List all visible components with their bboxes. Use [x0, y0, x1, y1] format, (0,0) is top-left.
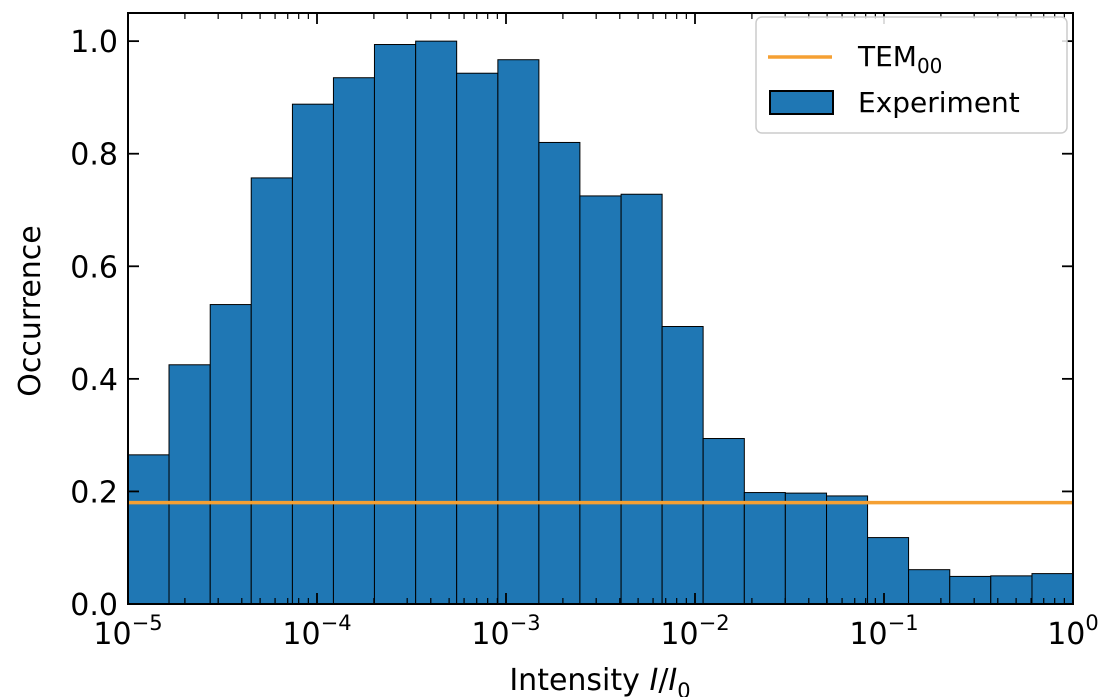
histogram-bar	[332, 77, 375, 605]
legend-tem00-sub: 00	[917, 54, 942, 78]
histogram-bar	[867, 537, 910, 605]
histogram-bar	[908, 569, 951, 605]
x-axis-label-var2: I	[668, 663, 677, 697]
x-tick-labels: 10−5 10−4 10−3 10−2 10−1 100	[93, 611, 1098, 652]
x-axis-label-sub: 0	[677, 679, 690, 697]
histogram-bar	[538, 141, 581, 605]
histogram-bar	[743, 492, 786, 605]
x-tick-base: 10	[282, 617, 320, 652]
x-tick-exponent: −5	[132, 611, 163, 635]
histogram-bar	[1031, 573, 1074, 605]
histogram-bar	[415, 40, 458, 605]
legend-experiment-label: Experiment	[858, 86, 1020, 119]
histogram-bar	[661, 326, 704, 605]
x-tick-exponent: −3	[510, 611, 541, 635]
histogram-bar	[250, 177, 293, 605]
x-tick-base: 10	[849, 617, 887, 652]
x-tick-exponent: −4	[321, 611, 352, 635]
histogram-bar	[826, 495, 869, 605]
histogram-bar	[579, 195, 622, 605]
x-axis-label-prefix: Intensity	[509, 663, 649, 697]
histogram-bar	[168, 364, 211, 605]
legend-tem00-base: TEM	[857, 40, 917, 73]
x-axis-label: Intensity I/I0	[509, 663, 690, 697]
legend: TEM00 Experiment	[755, 16, 1068, 134]
histogram-bar	[497, 59, 540, 605]
x-axis-label-sep: /	[658, 663, 669, 697]
y-tick-label: 0.4	[70, 363, 118, 398]
legend-tem00-label: TEM00	[857, 40, 942, 78]
histogram-bar	[949, 575, 992, 605]
x-axis-label-var: I	[649, 663, 658, 697]
histogram-bar	[209, 304, 252, 605]
x-tick-label: 10−3	[471, 611, 540, 652]
x-tick-label: 10−4	[282, 611, 351, 652]
x-tick-label: 100	[1047, 611, 1099, 652]
histogram-bar	[291, 103, 334, 605]
y-tick-label: 1.0	[70, 25, 118, 60]
y-tick-label: 0.8	[70, 138, 118, 173]
histogram-bar	[456, 72, 499, 605]
y-axis-label: Occurrence	[13, 225, 48, 397]
y-tick-labels: 0.0 0.2 0.4 0.6 0.8 1.0	[70, 25, 118, 623]
x-tick-exponent: −1	[888, 611, 919, 635]
x-tick-label: 10−5	[93, 611, 162, 652]
histogram-bar	[620, 193, 663, 605]
histogram-bar	[784, 492, 828, 605]
histogram-bar	[990, 575, 1033, 605]
histogram-bar	[373, 44, 417, 605]
y-tick-label: 0.6	[70, 250, 118, 285]
histogram-bar	[127, 454, 170, 605]
histogram-bars	[127, 40, 1074, 605]
legend-experiment-swatch	[769, 90, 834, 115]
x-tick-label: 10−1	[849, 611, 918, 652]
y-tick-label: 0.2	[70, 475, 118, 510]
x-tick-exponent: −2	[699, 611, 730, 635]
x-tick-base: 10	[471, 617, 509, 652]
x-tick-base: 10	[660, 617, 698, 652]
histogram-bar	[702, 438, 745, 605]
plot-frame	[127, 12, 1074, 605]
x-tick-exponent: 0	[1085, 611, 1098, 635]
x-tick-base: 10	[1047, 617, 1085, 652]
y-tick-label: 0.0	[70, 588, 118, 623]
x-tick-base: 10	[93, 617, 131, 652]
x-tick-label: 10−2	[660, 611, 729, 652]
